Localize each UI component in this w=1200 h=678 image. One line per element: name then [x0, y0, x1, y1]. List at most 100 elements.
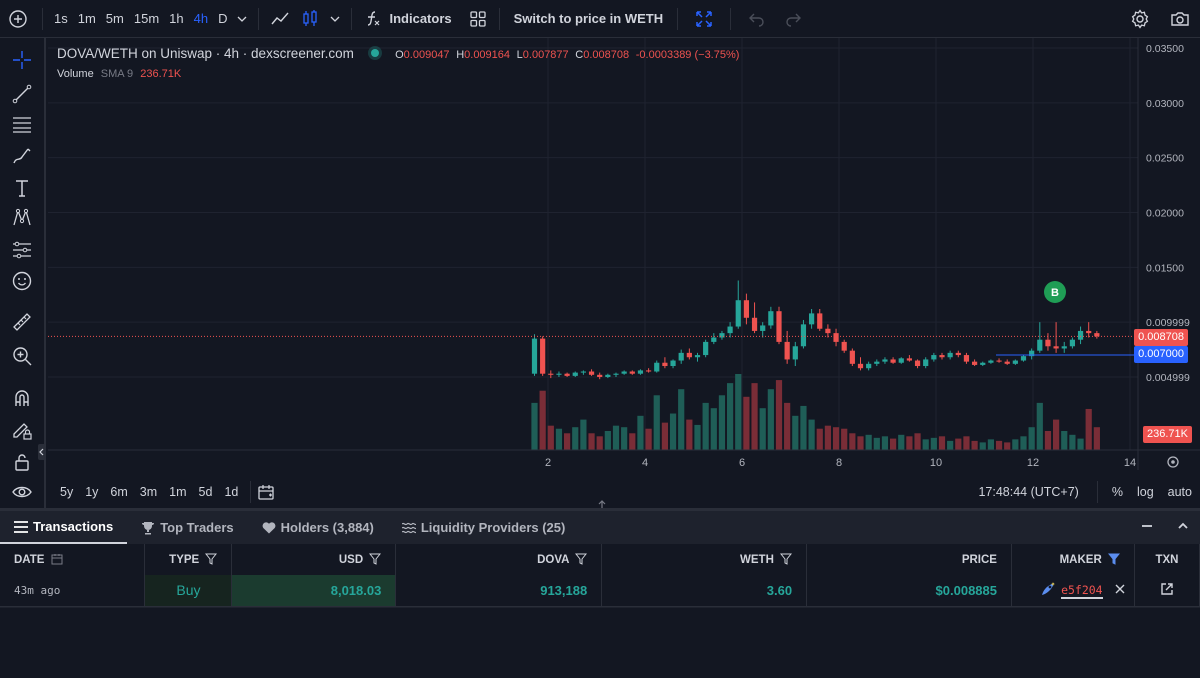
timeframe-1s[interactable]: 1s	[54, 11, 68, 26]
minimize-panel-button[interactable]	[1140, 519, 1154, 536]
magnet-tool[interactable]	[8, 384, 36, 412]
volume-bar	[784, 402, 791, 450]
indicators-button[interactable]: Indicators	[358, 0, 456, 38]
volume-value: 236.71K	[140, 68, 182, 80]
screenshot-button[interactable]	[1160, 0, 1200, 38]
forecast-tool[interactable]	[8, 236, 36, 264]
maker-address-link[interactable]: e5f204	[1061, 583, 1103, 600]
emoji-tool[interactable]	[8, 267, 36, 295]
expand-panel-button[interactable]	[1176, 519, 1190, 536]
candle-body	[825, 328, 831, 334]
zoom-tool[interactable]	[8, 342, 36, 370]
tab-top-traders[interactable]: Top Traders	[127, 511, 247, 544]
tab-transactions[interactable]: Transactions	[0, 511, 128, 544]
candle-body	[996, 360, 1002, 362]
settings-button[interactable]	[1120, 0, 1160, 38]
layouts-button[interactable]	[463, 0, 493, 38]
lock-tool[interactable]	[8, 448, 36, 476]
candle-body	[898, 358, 904, 363]
chart-canvas[interactable]: B 0.03500 0.03000 0.02500 0.02000 0.01500 0.0…	[48, 38, 1200, 470]
log-toggle[interactable]: log	[1136, 485, 1154, 499]
volume-tag: 236.71K	[1143, 426, 1192, 443]
volume-bar	[612, 425, 620, 450]
volume-bar	[710, 408, 717, 450]
crosshair-icon	[13, 51, 31, 69]
volume-bar	[686, 419, 693, 450]
undo-button[interactable]	[737, 0, 777, 38]
remove-maker-filter-button[interactable]	[1114, 583, 1126, 598]
auto-toggle[interactable]: auto	[1167, 485, 1192, 499]
col-dova[interactable]: DOVA	[395, 544, 603, 575]
col-price[interactable]: PRICE	[806, 544, 1012, 575]
collapse-toolbar-button[interactable]	[38, 444, 46, 460]
add-symbol-button[interactable]	[0, 0, 36, 38]
col-usd[interactable]: USD	[231, 544, 397, 575]
lock-draw-tool[interactable]	[8, 416, 36, 444]
col-weth[interactable]: WETH	[601, 544, 808, 575]
candle-body	[735, 300, 741, 327]
measure-tool[interactable]	[8, 308, 36, 336]
candle-body	[988, 360, 994, 363]
timeframe-5m[interactable]: 5m	[105, 11, 124, 26]
timeframe-1m[interactable]: 1m	[77, 11, 96, 26]
candle-body	[580, 371, 586, 373]
candle-body	[670, 360, 676, 367]
col-date[interactable]: DATE	[0, 544, 146, 575]
candle-body	[548, 373, 554, 375]
timeframe-15m[interactable]: 15m	[133, 11, 160, 26]
camera-icon	[1171, 11, 1189, 26]
trendline-tool[interactable]	[8, 80, 36, 108]
table-row[interactable]: 43m ago Buy 8,018.03 913,188 3.60 $0.008…	[0, 575, 1200, 607]
volume-bar	[824, 425, 831, 450]
col-type[interactable]: TYPE	[144, 544, 233, 575]
close-value: 0.008708	[583, 49, 630, 61]
brush-tool[interactable]	[8, 142, 36, 170]
cell-txn[interactable]	[1134, 575, 1200, 607]
fullscreen-button[interactable]	[684, 0, 724, 38]
timeframe-1h[interactable]: 1h	[169, 11, 184, 26]
volume-bar	[881, 436, 889, 450]
timeframe-d[interactable]: D	[218, 11, 228, 26]
range-5y[interactable]: 5y	[60, 485, 74, 499]
line-chart-button[interactable]	[265, 0, 295, 38]
candle-chart-button[interactable]	[295, 0, 325, 38]
pattern-tool[interactable]	[8, 204, 36, 232]
gear-icon	[1131, 8, 1149, 29]
maker-rocket-icon	[1040, 581, 1056, 600]
range-1y[interactable]: 1y	[85, 485, 99, 499]
range-1d[interactable]: 1d	[224, 485, 239, 499]
candle-body	[703, 341, 709, 356]
waves-icon	[401, 522, 416, 533]
volume-bar	[555, 428, 563, 450]
volume-bar	[588, 433, 595, 450]
range-5d[interactable]: 5d	[198, 485, 213, 499]
redo-button[interactable]	[777, 0, 809, 38]
candle-body	[662, 362, 668, 367]
high-key: H	[456, 49, 465, 61]
text-tool[interactable]	[8, 174, 36, 202]
volume-bar	[653, 395, 660, 450]
candle-body	[849, 350, 855, 364]
switch-price-button[interactable]: Switch to price in WETH	[513, 11, 664, 26]
chart-type-dropdown[interactable]	[325, 0, 345, 38]
volume-bar	[645, 428, 652, 450]
timeframe-4h[interactable]: 4h	[193, 11, 209, 26]
date-range-button[interactable]	[257, 483, 275, 501]
range-3m[interactable]: 3m	[139, 485, 158, 499]
candle-body	[711, 337, 717, 342]
tab-holders[interactable]: Holders (3,884)	[248, 511, 388, 544]
col-maker[interactable]: MAKER	[1011, 544, 1135, 575]
tab-liquidity-providers[interactable]: Liquidity Providers (25)	[388, 511, 579, 544]
range-divider	[250, 481, 252, 503]
crosshair-tool[interactable]	[8, 46, 36, 74]
fib-tool[interactable]	[8, 110, 36, 138]
range-6m[interactable]: 6m	[110, 485, 128, 499]
chevron-down-icon	[238, 16, 247, 22]
visibility-tool[interactable]	[8, 478, 36, 506]
range-1m[interactable]: 1m	[169, 485, 187, 499]
candle-body	[1045, 339, 1051, 347]
percent-toggle[interactable]: %	[1111, 485, 1123, 499]
price-chart[interactable]: B 0.03500 0.03000 0.02500 0.02000 0.01500 0.0…	[48, 38, 1200, 470]
volume-bar	[1085, 408, 1092, 450]
timeframe-dropdown[interactable]	[232, 0, 252, 38]
